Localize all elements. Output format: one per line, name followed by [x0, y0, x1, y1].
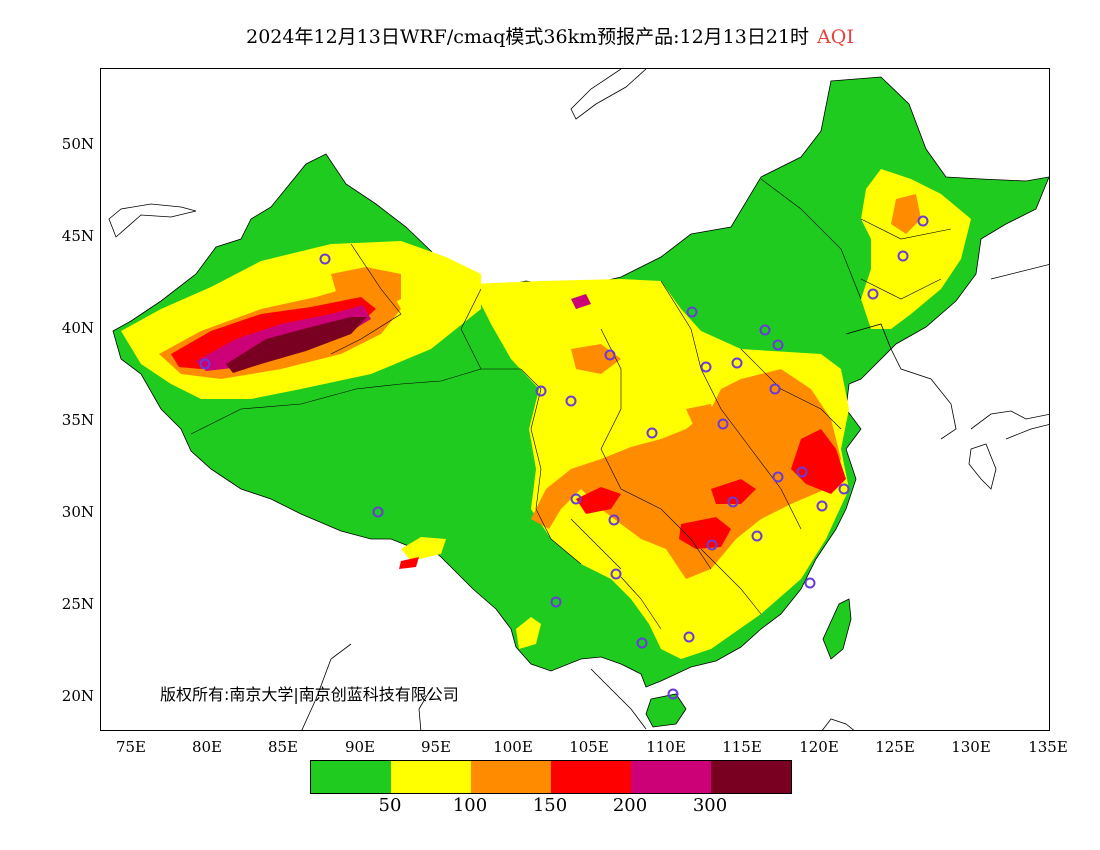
station-marker	[683, 631, 695, 643]
station-marker	[199, 358, 211, 370]
lon-label-80e: 80E	[191, 738, 223, 756]
lon-label-120e: 120E	[799, 738, 839, 756]
title-variable: AQI	[817, 26, 854, 48]
station-marker	[667, 688, 679, 700]
station-marker	[636, 637, 648, 649]
lat-label-40n: 40N	[61, 319, 94, 337]
station-marker	[646, 427, 658, 439]
station-marker	[772, 339, 784, 351]
legend-swatch-green	[311, 761, 391, 793]
color-legend	[310, 760, 792, 794]
station-marker	[759, 324, 771, 336]
station-marker	[319, 253, 331, 265]
lat-label-25n: 25N	[61, 595, 94, 613]
taiwan-island	[822, 598, 852, 660]
lat-label-35n: 35N	[61, 411, 94, 429]
station-marker	[604, 349, 616, 361]
legend-swatch-darkred	[711, 761, 791, 793]
title-main: 2024年12月13日WRF/cmaq模式36km预报产品:12月13日21时	[246, 26, 810, 48]
lat-label-20n: 20N	[61, 687, 94, 705]
province-boundaries	[190, 178, 952, 630]
station-marker	[570, 493, 582, 505]
lon-label-110e: 110E	[646, 738, 686, 756]
station-marker	[917, 215, 929, 227]
station-marker	[772, 471, 784, 483]
lon-label-85e: 85E	[267, 738, 299, 756]
legend-label-300: 300	[692, 795, 728, 816]
station-marker	[700, 361, 712, 373]
station-markers	[199, 215, 929, 700]
station-marker	[731, 357, 743, 369]
copyright-text: 版权所有:南京大学|南京创蓝科技有限公司	[160, 685, 459, 704]
station-marker	[816, 500, 828, 512]
lat-label-45n: 45N	[61, 227, 94, 245]
station-marker	[751, 530, 763, 542]
lat-label-30n: 30N	[61, 503, 94, 521]
station-marker	[897, 250, 909, 262]
station-marker	[706, 539, 718, 551]
station-marker	[769, 383, 781, 395]
hainan-island	[645, 693, 687, 728]
legend-label-100: 100	[452, 795, 488, 816]
lat-label-50n: 50N	[61, 135, 94, 153]
lon-label-130e: 130E	[951, 738, 991, 756]
station-marker	[717, 418, 729, 430]
station-marker	[550, 596, 562, 608]
legend-swatch-magenta	[631, 761, 711, 793]
station-marker	[565, 395, 577, 407]
legend-swatch-yellow	[391, 761, 471, 793]
map-title: 2024年12月13日WRF/cmaq模式36km预报产品:12月13日21时 A…	[0, 22, 1100, 49]
legend-swatch-orange	[471, 761, 551, 793]
station-marker	[608, 514, 620, 526]
legend-label-200: 200	[612, 795, 648, 816]
station-marker	[796, 466, 808, 478]
station-marker	[727, 496, 739, 508]
lon-label-95e: 95E	[420, 738, 452, 756]
lon-label-105e: 105E	[569, 738, 609, 756]
lon-label-100e: 100E	[493, 738, 533, 756]
neighbor-outlines	[108, 69, 1049, 730]
station-marker	[535, 385, 547, 397]
station-marker	[372, 506, 384, 518]
map-frame[interactable]	[100, 68, 1050, 731]
station-marker	[804, 577, 816, 589]
station-marker	[610, 568, 622, 580]
lon-label-115e: 115E	[722, 738, 762, 756]
lon-label-75e: 75E	[115, 738, 147, 756]
aqi-map	[108, 69, 1049, 730]
lon-label-125e: 125E	[875, 738, 915, 756]
aqi-zone-darkred	[226, 317, 367, 373]
station-marker	[838, 483, 850, 495]
legend-label-50: 50	[378, 795, 402, 816]
lon-label-90e: 90E	[344, 738, 376, 756]
lon-label-135e: 135E	[1028, 738, 1068, 756]
legend-label-150: 150	[532, 795, 568, 816]
station-marker	[686, 306, 698, 318]
legend-swatch-red	[551, 761, 631, 793]
station-marker	[867, 288, 879, 300]
